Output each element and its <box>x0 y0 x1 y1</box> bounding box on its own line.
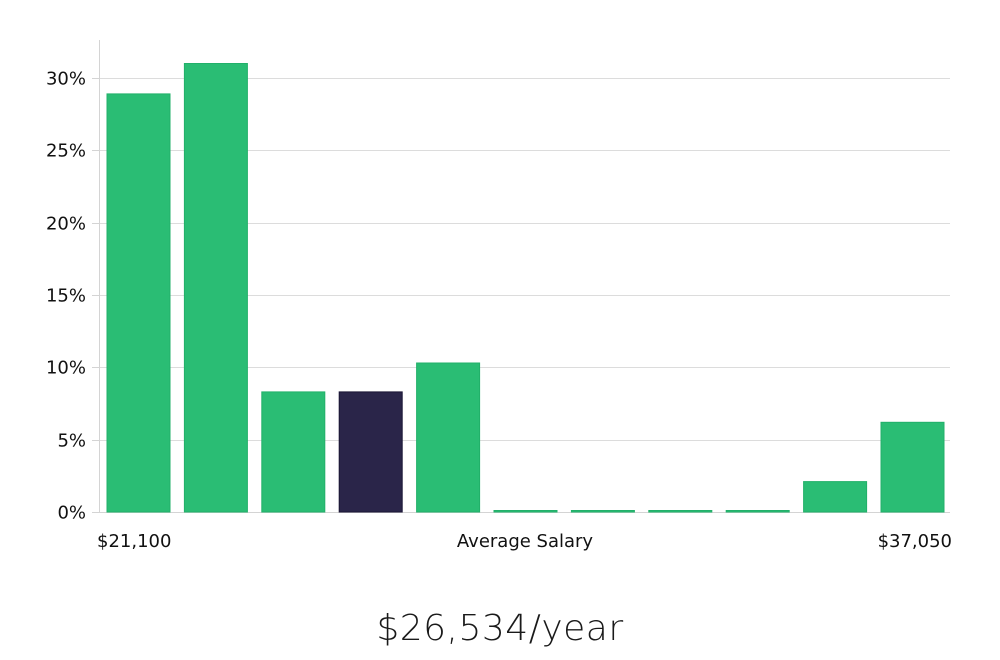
bar-highlighted <box>338 391 403 513</box>
bar <box>725 510 790 513</box>
x-label-average-salary: Average Salary <box>457 531 594 552</box>
x-axis-labels: $21,100 Average Salary $37,050 <box>97 531 952 552</box>
y-tick-label: 0% <box>57 503 86 524</box>
y-tick-label: 25% <box>46 141 86 162</box>
bar <box>570 510 635 513</box>
bars-layer <box>106 63 945 513</box>
y-tick-labels: 0% 5% 10% 15% 20% 25% 30% <box>46 69 86 524</box>
y-tick-label: 10% <box>46 358 86 379</box>
y-tick-label: 15% <box>46 286 86 307</box>
bar <box>106 93 171 513</box>
average-salary-value: $26,534/year <box>376 608 624 649</box>
bar <box>493 510 558 513</box>
bar <box>803 481 868 513</box>
bar <box>880 421 945 513</box>
bar <box>416 362 481 513</box>
bar <box>261 391 326 513</box>
y-tick-label: 5% <box>57 431 86 452</box>
y-tick-label: 30% <box>46 69 86 90</box>
x-label-max-salary: $37,050 <box>878 531 952 552</box>
x-label-min-salary: $21,100 <box>97 531 171 552</box>
y-tick-label: 20% <box>46 214 86 235</box>
salary-histogram-chart: 0% 5% 10% 15% 20% 25% 30% $21,100 Average Sala… <box>46 40 952 552</box>
bar <box>183 63 248 513</box>
bar <box>648 510 713 513</box>
